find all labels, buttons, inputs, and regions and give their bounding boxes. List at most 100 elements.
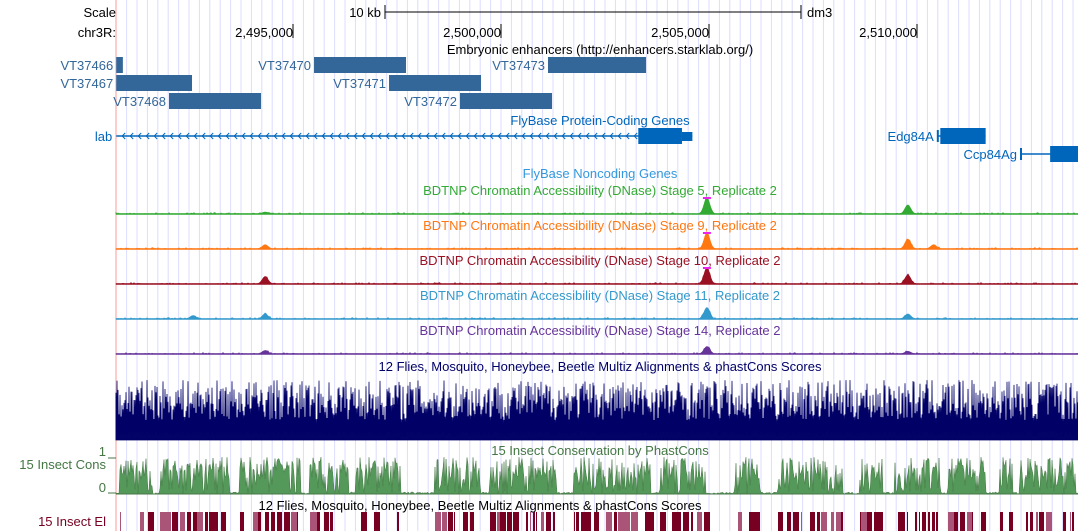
enhancer-block-VT37472[interactable] <box>459 93 553 109</box>
multiz-track-title[interactable]: 12 Flies, Mosquito, Honeybee, Beetle Mul… <box>379 359 822 374</box>
enhancer-label[interactable]: VT37468 <box>113 94 166 109</box>
gene-label[interactable]: Ccp84Ag <box>964 147 1017 162</box>
dnase-tracks[interactable]: BDTNP Chromatin Accessibility (DNase) St… <box>115 183 1078 355</box>
conserved-element[interactable] <box>948 512 954 531</box>
conserved-element[interactable] <box>311 512 317 531</box>
conserved-element[interactable] <box>907 512 908 531</box>
conserved-element[interactable] <box>867 512 872 531</box>
conserved-element[interactable] <box>704 512 710 531</box>
conserved-element[interactable] <box>397 512 399 531</box>
dnase-signal[interactable] <box>115 267 1078 285</box>
conserved-element[interactable] <box>841 512 843 531</box>
conserved-element[interactable] <box>284 512 290 531</box>
chrom-label[interactable]: chr3R: <box>78 25 116 40</box>
enhancer-label[interactable]: VT37472 <box>404 94 457 109</box>
enhancer-label[interactable]: VT37471 <box>333 76 386 91</box>
gene-label[interactable]: Edg84A <box>888 129 935 144</box>
conserved-element[interactable] <box>530 512 531 531</box>
conserved-element[interactable] <box>904 512 905 531</box>
conserved-element[interactable] <box>1011 512 1013 531</box>
conserved-element[interactable] <box>253 512 258 531</box>
noncoding-track-title[interactable]: FlyBase Noncoding Genes <box>523 166 678 181</box>
elements-track-label[interactable]: 15 Insect El <box>38 514 106 529</box>
elements-track-title[interactable]: 12 Flies, Mosquito, Honeybee, Beetle Mul… <box>259 498 702 513</box>
conserved-element[interactable] <box>546 512 551 531</box>
conserved-element[interactable] <box>221 512 226 531</box>
enhancer-label[interactable]: VT37473 <box>492 58 545 73</box>
conserved-element[interactable] <box>205 512 208 531</box>
conserved-element[interactable] <box>672 512 675 531</box>
conserved-element[interactable] <box>442 512 447 531</box>
enhancer-track-title[interactable]: Embryonic enhancers (http://enhancers.st… <box>447 42 753 57</box>
conserved-element[interactable] <box>448 512 453 531</box>
conserved-element[interactable] <box>645 512 648 531</box>
phastcons-signal[interactable] <box>115 457 1078 495</box>
conserved-element[interactable] <box>463 512 468 531</box>
conserved-element[interactable] <box>697 512 702 531</box>
conserved-element[interactable] <box>533 512 535 531</box>
conserved-element[interactable] <box>197 512 203 531</box>
enhancer-block-VT37471[interactable] <box>389 75 481 91</box>
enhancer-label[interactable]: VT37466 <box>60 58 113 73</box>
enhancer-label[interactable]: VT37470 <box>258 58 311 73</box>
position-ruler[interactable]: 2,495,000 2,500,000 2,505,000 2,510,000 <box>235 24 918 40</box>
gene-exon-Edg84A[interactable] <box>940 128 986 144</box>
conserved-element[interactable] <box>361 512 367 531</box>
conserved-element[interactable] <box>271 512 275 531</box>
conserved-element[interactable] <box>1046 512 1052 531</box>
conserved-element[interactable] <box>317 512 320 531</box>
conserved-element[interactable] <box>277 512 282 531</box>
dnase-track-title[interactable]: BDTNP Chromatin Accessibility (DNase) St… <box>423 183 777 198</box>
conserved-element[interactable] <box>553 512 555 531</box>
conserved-element[interactable] <box>1026 512 1028 531</box>
conserved-element[interactable] <box>291 512 297 531</box>
conserved-element[interactable] <box>831 512 834 531</box>
conserved-element[interactable] <box>187 512 191 531</box>
conserved-element[interactable] <box>778 512 783 531</box>
conserved-element[interactable] <box>495 512 496 531</box>
conserved-element[interactable] <box>172 512 178 531</box>
conserved-element[interactable] <box>821 512 827 531</box>
conserved-element[interactable] <box>513 512 519 531</box>
conserved-element[interactable] <box>265 512 269 531</box>
conserved-element[interactable] <box>1063 512 1066 531</box>
conserved-element[interactable] <box>508 512 512 531</box>
phastcons-bars[interactable] <box>115 457 1078 495</box>
conserved-element[interactable] <box>606 512 612 531</box>
conserved-element[interactable] <box>793 512 799 531</box>
dnase-signal[interactable] <box>115 346 1078 355</box>
conserved-element[interactable] <box>454 512 455 531</box>
dnase-signal[interactable] <box>115 197 1078 215</box>
conserved-element[interactable] <box>297 512 298 531</box>
conserved-element[interactable] <box>759 512 760 531</box>
multiz-signal[interactable] <box>115 380 1078 441</box>
dnase-signal[interactable] <box>115 307 1078 320</box>
conserved-element[interactable] <box>972 512 973 531</box>
conserved-element[interactable] <box>1030 512 1033 531</box>
conserved-element[interactable] <box>936 512 938 531</box>
conserved-element[interactable] <box>1000 512 1003 531</box>
enhancer-block-VT37468[interactable] <box>168 93 262 109</box>
conserved-element[interactable] <box>581 512 585 531</box>
conserved-element[interactable] <box>960 512 965 531</box>
conserved-element[interactable] <box>585 512 591 531</box>
conserved-element[interactable] <box>981 512 986 531</box>
conserved-element[interactable] <box>749 512 754 531</box>
conserved-element[interactable] <box>435 512 441 531</box>
conserved-element[interactable] <box>500 512 506 531</box>
conserved-element[interactable] <box>378 512 380 531</box>
dnase-track-title[interactable]: BDTNP Chromatin Accessibility (DNase) St… <box>423 218 777 233</box>
phastcons-track-label[interactable]: 15 Insect Cons <box>19 457 106 472</box>
conserved-element[interactable] <box>967 512 972 531</box>
conserved-element[interactable] <box>738 512 742 531</box>
conserved-element[interactable] <box>240 512 244 531</box>
conserved-element[interactable] <box>160 512 166 531</box>
conserved-element[interactable] <box>1009 512 1011 531</box>
conserved-element[interactable] <box>330 512 333 531</box>
multiz-bars[interactable] <box>115 380 1078 441</box>
conserved-element[interactable] <box>810 512 815 531</box>
conserved-element[interactable] <box>536 512 537 531</box>
conserved-element[interactable] <box>597 512 599 531</box>
conserved-element[interactable] <box>310 512 311 531</box>
